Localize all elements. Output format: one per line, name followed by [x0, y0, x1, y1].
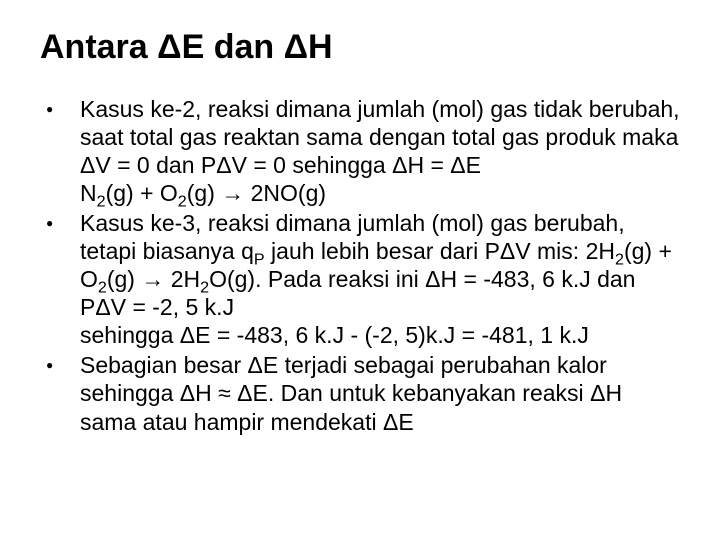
body-text: E	[466, 152, 481, 178]
body-text: Δ	[590, 380, 605, 406]
body-text: Δ	[500, 238, 515, 264]
body-text: V = 0 sehingga	[232, 152, 392, 178]
title-part: Δ	[284, 28, 308, 66]
body-text: E. Dan untuk kebanyakan reaksi	[253, 380, 591, 406]
bullet-item: Kasus ke-2, reaksi dimana jumlah (mol) g…	[46, 95, 680, 207]
body-text: Δ	[425, 266, 440, 292]
body-text: (g) + O	[106, 180, 178, 206]
body-text: Sebagian besar	[80, 352, 248, 378]
body-text: Δ	[392, 152, 407, 178]
bullet-item: Kasus ke-3, reaksi dimana jumlah (mol) g…	[46, 209, 680, 349]
subscript-text: 2	[97, 193, 106, 211]
title-part: Δ	[157, 28, 181, 66]
body-text: Δ	[237, 380, 252, 406]
body-text: O(g). Pada reaksi ini	[209, 266, 425, 292]
body-text: Δ	[216, 152, 231, 178]
body-text: H ≈	[195, 380, 237, 406]
body-text: V = -2, 5 k.J	[111, 294, 234, 320]
body-text: sehingga	[80, 322, 180, 348]
body-text: (g) → 2NO(g)	[187, 180, 326, 206]
body-text: Δ	[95, 294, 110, 320]
title-part: E dan	[182, 28, 284, 66]
slide-container: Antara ΔE dan ΔH Kasus ke-2, reaksi dima…	[0, 0, 720, 540]
title-part: Antara	[40, 28, 157, 66]
body-text: jauh lebih besar dari P	[265, 238, 500, 264]
title-part: H	[308, 28, 333, 66]
body-text: Kasus ke-2, reaksi dimana jumlah (mol) g…	[80, 96, 680, 150]
body-text: (g) → 2H	[107, 266, 200, 292]
body-text: V mis: 2H	[515, 238, 615, 264]
subscript-text: 2	[178, 193, 187, 211]
body-text: E	[398, 409, 413, 435]
bullet-list: Kasus ke-2, reaksi dimana jumlah (mol) g…	[46, 95, 680, 436]
body-text: Δ	[180, 380, 195, 406]
body-text: E = -483, 6 k.J - (-2, 5)k.J = -481, 1 k…	[195, 322, 589, 348]
body-text: Δ	[248, 352, 263, 378]
bullet-item: Sebagian besar ΔE terjadi sebagai peruba…	[46, 351, 680, 435]
body-text: Δ	[180, 322, 195, 348]
body-text: H =	[407, 152, 450, 178]
body-text: N	[80, 180, 97, 206]
body-text: Δ	[383, 409, 398, 435]
body-text: Δ	[80, 152, 95, 178]
body-text: V = 0 dan P	[95, 152, 216, 178]
slide-title: Antara ΔE dan ΔH	[40, 28, 680, 67]
body-text: Δ	[450, 152, 465, 178]
